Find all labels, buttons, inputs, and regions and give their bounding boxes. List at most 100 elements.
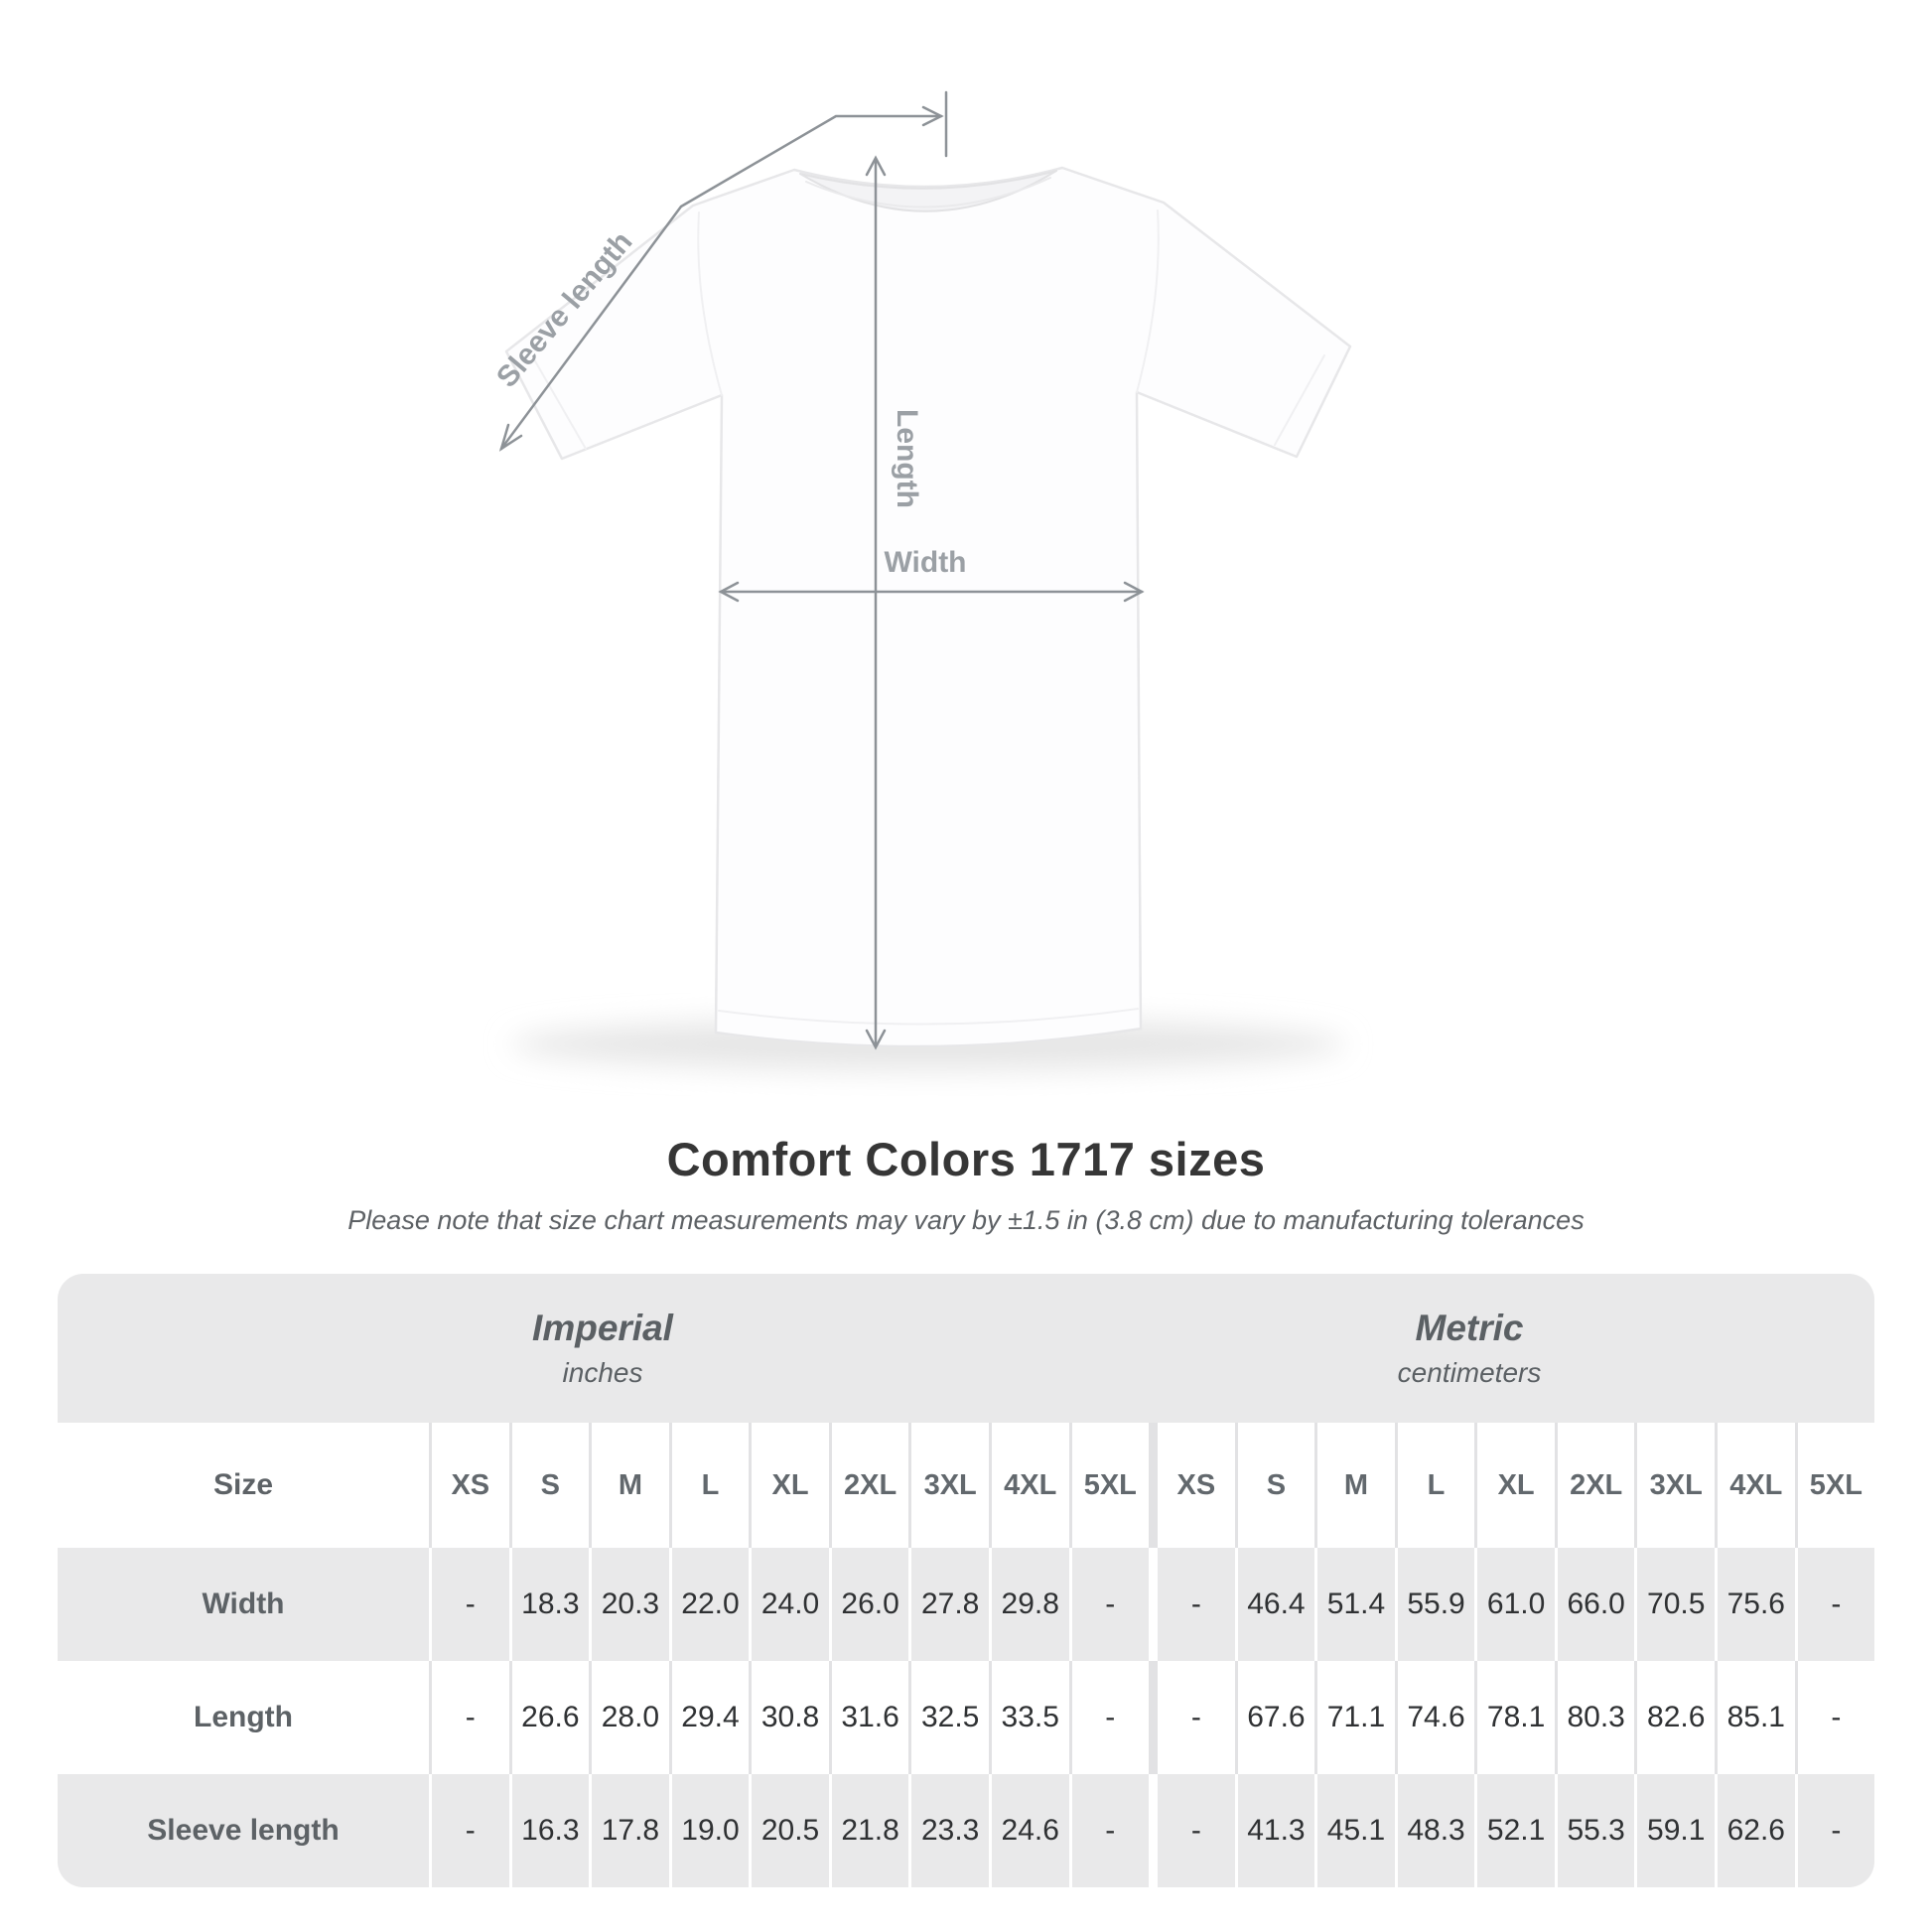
row-label: Width	[58, 1548, 429, 1661]
imperial-group-header: Imperial inches	[58, 1274, 1148, 1423]
value-cell: 70.5	[1637, 1548, 1715, 1661]
tshirt-right-sleeve-hem	[1274, 354, 1325, 446]
value-cell: 67.6	[1237, 1661, 1315, 1774]
value-cell: 30.8	[752, 1661, 829, 1774]
value-cell: -	[1797, 1548, 1875, 1661]
value-cell: 82.6	[1637, 1661, 1715, 1774]
value-cell: 32.5	[911, 1661, 989, 1774]
row-label: Length	[58, 1661, 429, 1774]
size-col-header: L	[1397, 1423, 1475, 1548]
value-cell: 20.5	[752, 1774, 829, 1887]
tshirt-bottom-hem	[718, 1008, 1139, 1026]
value-cell: 55.3	[1557, 1774, 1635, 1887]
size-chart-table: Imperial inches Metric centimeters Size X…	[58, 1274, 1875, 1887]
tshirt-left-sleeve-hem	[533, 358, 587, 450]
unit-group-header: Imperial inches Metric centimeters	[58, 1274, 1874, 1423]
value-cell: -	[1797, 1774, 1875, 1887]
value-cell: 85.1	[1718, 1661, 1795, 1774]
value-cell: -	[1158, 1774, 1235, 1887]
value-cell: 33.5	[991, 1661, 1069, 1774]
tshirt-left-sleeve-seam	[697, 211, 723, 396]
value-cell: 20.3	[592, 1548, 669, 1661]
value-cell: 71.1	[1317, 1661, 1395, 1774]
width-arrow	[718, 581, 1145, 603]
value-cell: -	[432, 1661, 509, 1774]
tshirt-collar-ribbing	[805, 177, 1051, 208]
size-col-header: XL	[752, 1423, 829, 1548]
value-cell: -	[432, 1774, 509, 1887]
value-cell: 66.0	[1557, 1548, 1635, 1661]
size-col-header: 3XL	[911, 1423, 989, 1548]
value-cell: -	[432, 1548, 509, 1661]
value-cell: 61.0	[1477, 1548, 1555, 1661]
value-cell: 18.3	[511, 1548, 590, 1661]
size-col-header: XS	[1158, 1423, 1235, 1548]
tshirt-measurement-diagram: Sleeve length Length Width	[490, 90, 1352, 1070]
value-cell: -	[1158, 1661, 1235, 1774]
size-header-row: Size XS S M L XL 2XL 3XL 4XL 5XL XS S M L XL 2XL 3XL 4XL 5…	[58, 1423, 1875, 1548]
value-cell: 19.0	[671, 1774, 750, 1887]
value-cell: 74.6	[1397, 1661, 1475, 1774]
imperial-group-name: Imperial	[532, 1308, 673, 1348]
size-col-header: 2XL	[1557, 1423, 1635, 1548]
width-label: Width	[884, 546, 966, 579]
value-cell: 46.4	[1237, 1548, 1315, 1661]
row-label: Sleeve length	[58, 1774, 429, 1887]
size-header-label: Size	[58, 1423, 429, 1548]
value-cell: -	[1797, 1661, 1875, 1774]
tshirt-right-sleeve-seam	[1136, 209, 1160, 393]
value-cell: 22.0	[671, 1548, 750, 1661]
tshirt-graphic	[504, 166, 1352, 1048]
tolerance-note: Please note that size chart measurements…	[347, 1205, 1585, 1235]
size-col-header: 4XL	[1718, 1423, 1795, 1548]
value-cell: 78.1	[1477, 1661, 1555, 1774]
size-col-header: 3XL	[1637, 1423, 1715, 1548]
size-col-header: XL	[1477, 1423, 1555, 1548]
value-cell: 23.3	[911, 1774, 989, 1887]
value-cell: 21.8	[831, 1774, 909, 1887]
value-cell: 26.6	[511, 1661, 590, 1774]
size-col-header: 2XL	[831, 1423, 909, 1548]
metric-group-unit: centimeters	[1397, 1357, 1542, 1388]
value-cell: -	[1071, 1661, 1150, 1774]
table-row: Sleeve length -16.3 17.8 19.0 20.5 21.8 23.3 24…	[58, 1774, 1875, 1887]
value-cell: 24.6	[991, 1774, 1069, 1887]
value-cell: -	[1158, 1548, 1235, 1661]
length-arrow	[865, 155, 887, 1050]
value-cell: 59.1	[1637, 1774, 1715, 1887]
measurement-lines	[498, 90, 1145, 1050]
value-cell: 29.4	[671, 1661, 750, 1774]
metric-group-header: Metric centimeters	[1064, 1274, 1874, 1423]
value-cell: 48.3	[1397, 1774, 1475, 1887]
value-cell: 28.0	[592, 1661, 669, 1774]
size-col-header: 5XL	[1071, 1423, 1150, 1548]
value-cell: 29.8	[991, 1548, 1069, 1661]
value-cell: 27.8	[911, 1548, 989, 1661]
size-col-header: L	[671, 1423, 750, 1548]
value-cell: 31.6	[831, 1661, 909, 1774]
size-col-header: M	[1317, 1423, 1395, 1548]
value-cell: 26.0	[831, 1548, 909, 1661]
value-cell: 52.1	[1477, 1774, 1555, 1887]
size-col-header: XS	[432, 1423, 509, 1548]
value-cell: 55.9	[1397, 1548, 1475, 1661]
value-cell: 62.6	[1718, 1774, 1795, 1887]
value-cell: 45.1	[1317, 1774, 1395, 1887]
value-cell: -	[1071, 1548, 1150, 1661]
value-cell: 80.3	[1557, 1661, 1635, 1774]
value-cell: 51.4	[1317, 1548, 1395, 1661]
table-row: Width -18.3 20.3 22.0 24.0 26.0 27.8 29.8- -46.4…	[58, 1548, 1875, 1661]
value-cell: 17.8	[592, 1774, 669, 1887]
value-cell: 75.6	[1718, 1548, 1795, 1661]
size-col-header: 5XL	[1797, 1423, 1875, 1548]
size-col-header: M	[592, 1423, 669, 1548]
value-cell: -	[1071, 1774, 1150, 1887]
sleeve-length-arrow	[498, 90, 948, 452]
table-row: Length -26.6 28.0 29.4 30.8 31.6 32.5 33.5- -67.…	[58, 1661, 1875, 1774]
size-col-header: S	[1237, 1423, 1315, 1548]
value-cell: 41.3	[1237, 1774, 1315, 1887]
length-label: Length	[891, 409, 923, 508]
size-col-header: S	[511, 1423, 590, 1548]
page-title: Comfort Colors 1717 sizes	[666, 1133, 1266, 1185]
